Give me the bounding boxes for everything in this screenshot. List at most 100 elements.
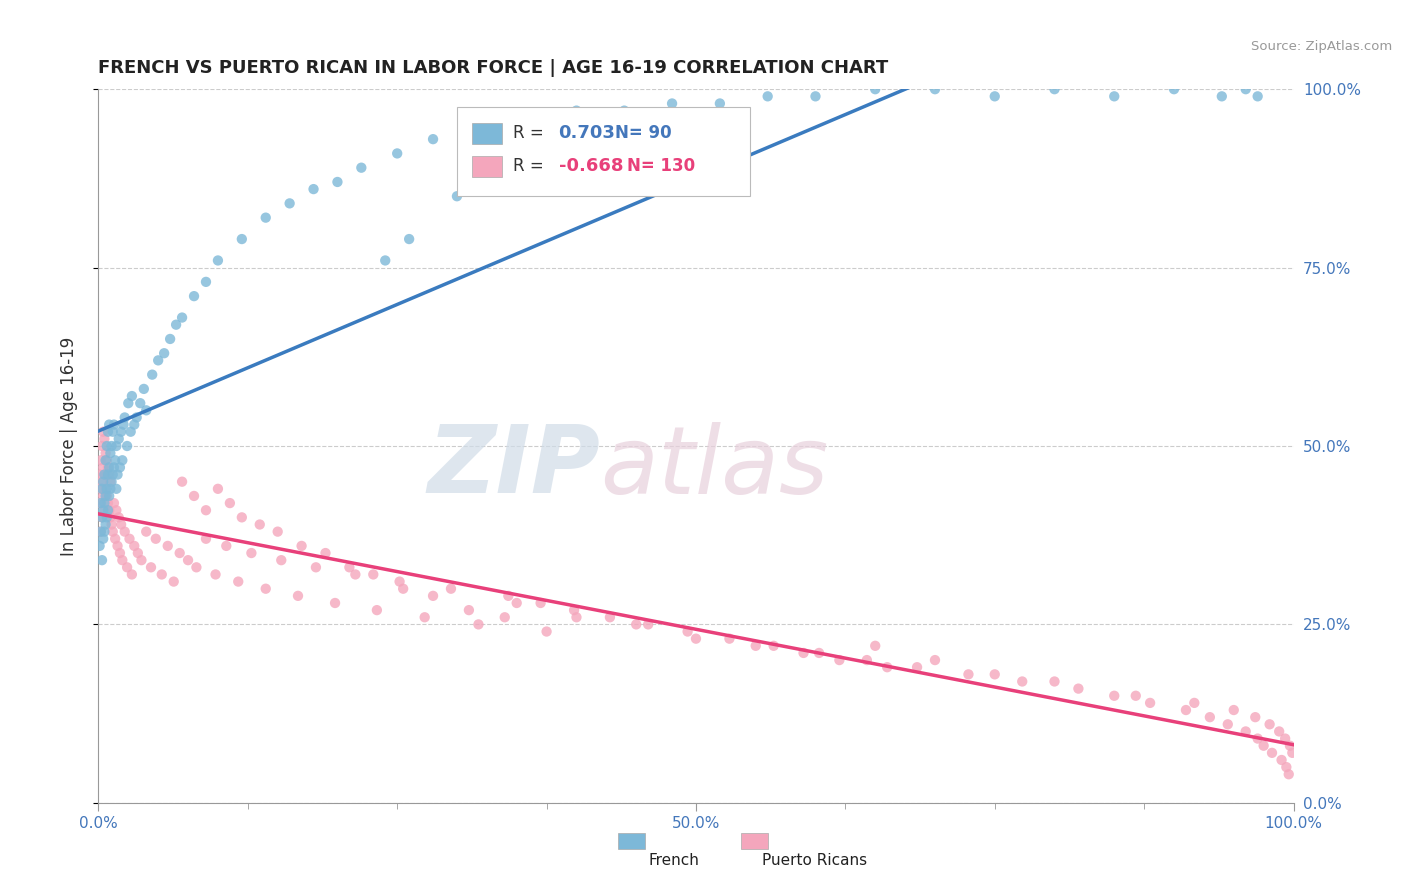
Point [100, 517, 122, 532]
Point [1247, 89, 1270, 103]
Point [957, 667, 980, 681]
Point [97, 425, 120, 439]
Point [1223, 703, 1246, 717]
Point [1104, 89, 1126, 103]
Point [148, 353, 170, 368]
Point [121, 389, 143, 403]
Bar [619, 833, 644, 849]
Point [1163, 82, 1185, 96]
Point [905, 660, 928, 674]
Text: 0.703: 0.703 [558, 125, 616, 143]
Point [446, 189, 468, 203]
Y-axis label: In Labor Force | Age 16-19: In Labor Force | Age 16-19 [59, 336, 77, 556]
Point [565, 610, 588, 624]
Point [124, 539, 146, 553]
Point [195, 532, 218, 546]
Point [1199, 710, 1222, 724]
Point [1281, 746, 1303, 760]
Point [344, 567, 367, 582]
Point [177, 553, 200, 567]
Point [98, 510, 122, 524]
Point [163, 574, 186, 589]
Point [1278, 739, 1301, 753]
Point [984, 667, 1007, 681]
Point [1125, 689, 1147, 703]
Bar [472, 155, 502, 177]
Point [195, 275, 218, 289]
Point [107, 539, 129, 553]
Text: ZIP: ZIP [427, 421, 600, 514]
Point [91, 482, 114, 496]
Text: R =: R = [513, 125, 550, 143]
Point [1234, 724, 1257, 739]
Point [91, 425, 114, 439]
Point [924, 82, 946, 96]
Point [98, 467, 121, 482]
Point [467, 617, 489, 632]
Point [267, 524, 290, 539]
Point [183, 289, 205, 303]
Point [1139, 696, 1161, 710]
Point [104, 532, 127, 546]
Point [413, 610, 436, 624]
Point [98, 460, 121, 475]
Point [793, 646, 815, 660]
Point [98, 482, 122, 496]
Point [96, 453, 118, 467]
Point [231, 510, 253, 524]
Point [127, 546, 149, 560]
Point [1278, 767, 1301, 781]
Point [105, 503, 128, 517]
Point [530, 596, 553, 610]
Point [599, 610, 621, 624]
Point [195, 503, 218, 517]
Point [90, 524, 112, 539]
Point [101, 467, 124, 482]
Point [756, 89, 779, 103]
Point [104, 453, 127, 467]
Point [745, 639, 768, 653]
Point [159, 332, 181, 346]
Point [93, 432, 115, 446]
Point [135, 403, 157, 417]
Point [517, 111, 540, 125]
Point [924, 653, 946, 667]
Point [94, 517, 117, 532]
Point [90, 524, 112, 539]
Point [107, 467, 129, 482]
Point [98, 417, 121, 432]
Point [1211, 89, 1233, 103]
Point [541, 125, 564, 139]
Text: Puerto Ricans: Puerto Ricans [762, 853, 868, 868]
Point [828, 653, 851, 667]
Point [89, 467, 111, 482]
Point [1043, 674, 1066, 689]
Point [98, 489, 121, 503]
Point [315, 546, 337, 560]
Point [374, 253, 396, 268]
Point [762, 639, 785, 653]
Point [114, 410, 136, 425]
Point [105, 439, 128, 453]
Point [118, 532, 141, 546]
Point [207, 253, 229, 268]
Point [91, 503, 114, 517]
Point [115, 439, 138, 453]
Bar [741, 833, 768, 849]
Point [91, 475, 114, 489]
Point [135, 524, 157, 539]
Point [626, 617, 648, 632]
Point [422, 132, 444, 146]
Point [101, 425, 124, 439]
Point [536, 624, 558, 639]
Point [115, 560, 138, 574]
Point [90, 496, 112, 510]
Point [91, 510, 114, 524]
Point [865, 82, 887, 96]
Point [676, 624, 699, 639]
Point [91, 510, 114, 524]
Point [565, 103, 588, 118]
Point [207, 482, 229, 496]
Text: -0.668: -0.668 [558, 157, 623, 175]
Point [661, 96, 683, 111]
